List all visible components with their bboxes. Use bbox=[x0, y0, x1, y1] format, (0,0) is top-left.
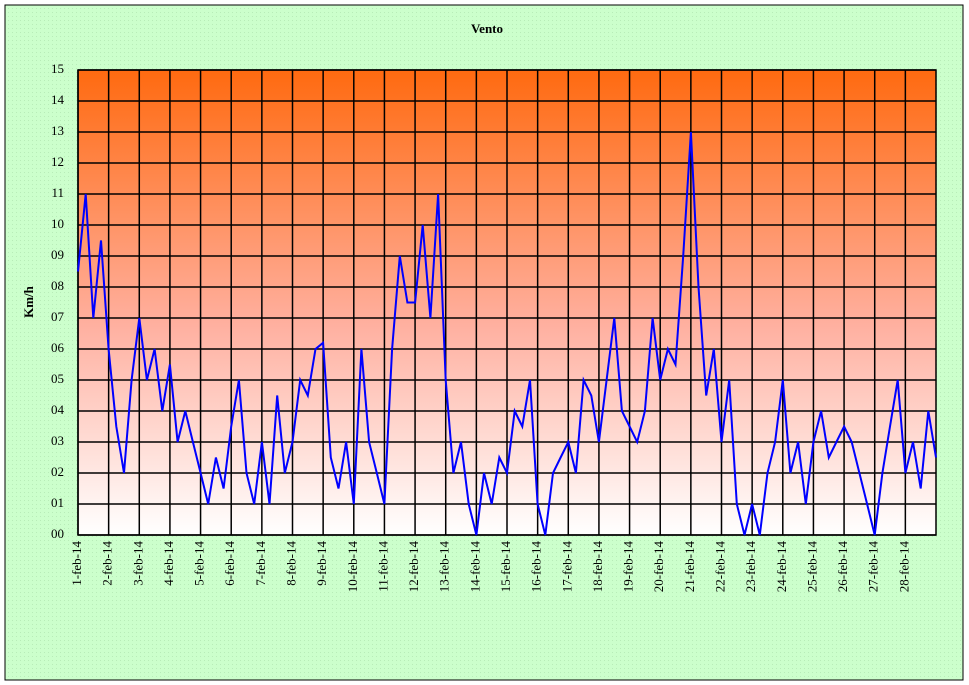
x-tick-label: 15-feb-14 bbox=[498, 541, 513, 593]
y-tick-label: 09 bbox=[51, 247, 64, 262]
x-tick-label: 28-feb-14 bbox=[896, 541, 911, 593]
x-tick-label: 6-feb-14 bbox=[222, 541, 237, 586]
y-tick-label: 03 bbox=[51, 433, 64, 448]
x-tick-label: 9-feb-14 bbox=[314, 541, 329, 586]
x-tick-label: 10-feb-14 bbox=[345, 541, 360, 593]
y-tick-label: 12 bbox=[51, 154, 64, 169]
x-tick-label: 18-feb-14 bbox=[590, 541, 605, 593]
x-tick-label: 2-feb-14 bbox=[100, 541, 115, 586]
x-tick-label: 20-feb-14 bbox=[651, 541, 666, 593]
x-tick-label: 11-feb-14 bbox=[375, 541, 390, 592]
x-tick-label: 19-feb-14 bbox=[621, 541, 636, 593]
y-tick-label: 02 bbox=[51, 464, 64, 479]
y-tick-label: 08 bbox=[51, 278, 64, 293]
data-line bbox=[77, 131, 937, 536]
y-tick-label: 10 bbox=[51, 216, 64, 231]
x-tick-label: 23-feb-14 bbox=[743, 541, 758, 593]
y-tick-label: 07 bbox=[51, 309, 65, 324]
y-tick-label: 01 bbox=[51, 495, 64, 510]
x-tick-label: 21-feb-14 bbox=[682, 541, 697, 593]
x-tick-label: 1-feb-14 bbox=[69, 541, 84, 586]
y-tick-label: 00 bbox=[51, 526, 64, 541]
x-tick-label: 16-feb-14 bbox=[529, 541, 544, 593]
x-tick-label: 24-feb-14 bbox=[774, 541, 789, 593]
y-tick-label: 06 bbox=[51, 340, 65, 355]
x-tick-label: 7-feb-14 bbox=[253, 541, 268, 586]
y-tick-label: 05 bbox=[51, 371, 64, 386]
chart-title: Vento bbox=[471, 21, 503, 36]
y-tick-label: 11 bbox=[51, 185, 64, 200]
x-tick-label: 17-feb-14 bbox=[559, 541, 574, 593]
x-tick-label: 14-feb-14 bbox=[467, 541, 482, 593]
x-tick-label: 4-feb-14 bbox=[161, 541, 176, 586]
y-tick-label: 13 bbox=[51, 123, 64, 138]
x-tick-label: 13-feb-14 bbox=[437, 541, 452, 593]
x-tick-label: 22-feb-14 bbox=[712, 541, 727, 593]
x-tick-label: 25-feb-14 bbox=[804, 541, 819, 593]
y-tick-label: 15 bbox=[51, 61, 64, 76]
x-tick-label: 26-feb-14 bbox=[835, 541, 850, 593]
x-tick-label: 27-feb-14 bbox=[866, 541, 881, 593]
y-tick-label: 04 bbox=[51, 402, 65, 417]
y-axis-label: Km/h bbox=[21, 285, 36, 318]
x-tick-label: 3-feb-14 bbox=[130, 541, 145, 586]
x-tick-label: 12-feb-14 bbox=[406, 541, 421, 593]
x-tick-label: 5-feb-14 bbox=[192, 541, 207, 586]
x-tick-label: 8-feb-14 bbox=[283, 541, 298, 586]
plot-border bbox=[77, 69, 937, 536]
y-tick-label: 14 bbox=[51, 92, 65, 107]
